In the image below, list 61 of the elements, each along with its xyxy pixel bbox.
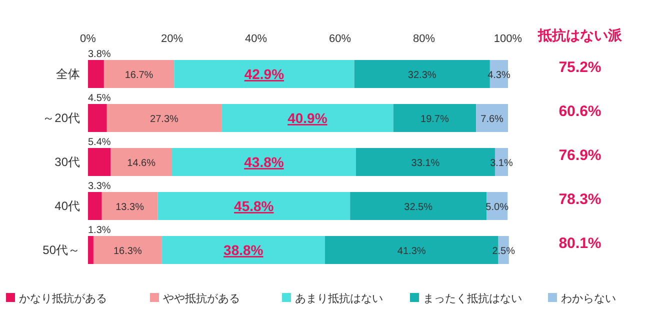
bar — [476, 104, 508, 132]
bar — [393, 104, 476, 132]
data-label: 4.5% — [88, 93, 111, 104]
x-tick-label: 0% — [80, 33, 96, 45]
data-label: 32.3% — [408, 70, 436, 81]
data-label: 45.8% — [234, 198, 274, 214]
data-label: 32.5% — [404, 202, 433, 213]
bar — [158, 192, 350, 220]
bar — [174, 60, 354, 88]
data-label: 33.1% — [411, 158, 440, 169]
data-label: 3.8% — [88, 49, 111, 60]
data-label: 27.3% — [150, 114, 179, 125]
text: 抵抗はない派 — [537, 27, 623, 43]
text: 75.2% — [558, 59, 602, 76]
data-label: 40.9% — [288, 110, 328, 126]
bar — [88, 192, 102, 220]
text: 60.6% — [558, 103, 602, 120]
data-label: 19.7% — [420, 114, 449, 125]
bar — [88, 236, 94, 264]
y-tick-label: 40代 — [54, 199, 80, 213]
data-label: 1.3% — [88, 225, 111, 236]
text: 80.1% — [558, 235, 602, 252]
x-tick-label: 100% — [494, 33, 522, 45]
x-tick-label: 20% — [160, 33, 184, 45]
data-label: 41.3% — [397, 246, 426, 257]
bar — [88, 148, 111, 176]
data-label: 14.6% — [127, 158, 156, 169]
bar — [172, 148, 356, 176]
x-tick-label: 80% — [412, 33, 436, 45]
bar — [102, 192, 158, 220]
bar — [93, 236, 162, 264]
data-label: 5.4% — [88, 137, 111, 148]
data-label: 38.8% — [224, 242, 264, 258]
bar — [162, 236, 325, 264]
data-label: 42.9% — [244, 66, 285, 82]
y-tick-label: 全体 — [56, 67, 80, 81]
y-tick-label: 50代～ — [42, 243, 80, 257]
y-tick-label: ～20代 — [42, 111, 80, 125]
legend-label: かなり抵抗がある — [19, 292, 107, 305]
bar — [88, 60, 104, 88]
text: 76.9% — [558, 147, 602, 164]
bar — [104, 60, 174, 88]
data-label: 43.8% — [244, 154, 284, 170]
text: 78.3% — [558, 191, 602, 208]
legend-label: わからない — [561, 293, 616, 305]
data-label: 7.6% — [480, 114, 504, 125]
bar — [222, 104, 394, 132]
bar — [88, 104, 107, 132]
data-label: 16.3% — [114, 246, 142, 257]
data-label: 3.3% — [88, 181, 111, 192]
x-tick-label: 40% — [244, 33, 268, 45]
x-tick-label: 60% — [328, 33, 352, 45]
legend-label: あまり抵抗はない — [295, 292, 383, 305]
data-label: 13.3% — [116, 202, 144, 213]
legend-label: まったく抵抗はない — [423, 292, 522, 305]
bar — [350, 192, 487, 220]
y-tick-label: 30代 — [54, 155, 80, 169]
bar — [110, 148, 172, 176]
legend-label: やや抵抗がある — [163, 292, 240, 305]
data-label: 16.7% — [124, 70, 154, 81]
bar — [106, 104, 222, 132]
